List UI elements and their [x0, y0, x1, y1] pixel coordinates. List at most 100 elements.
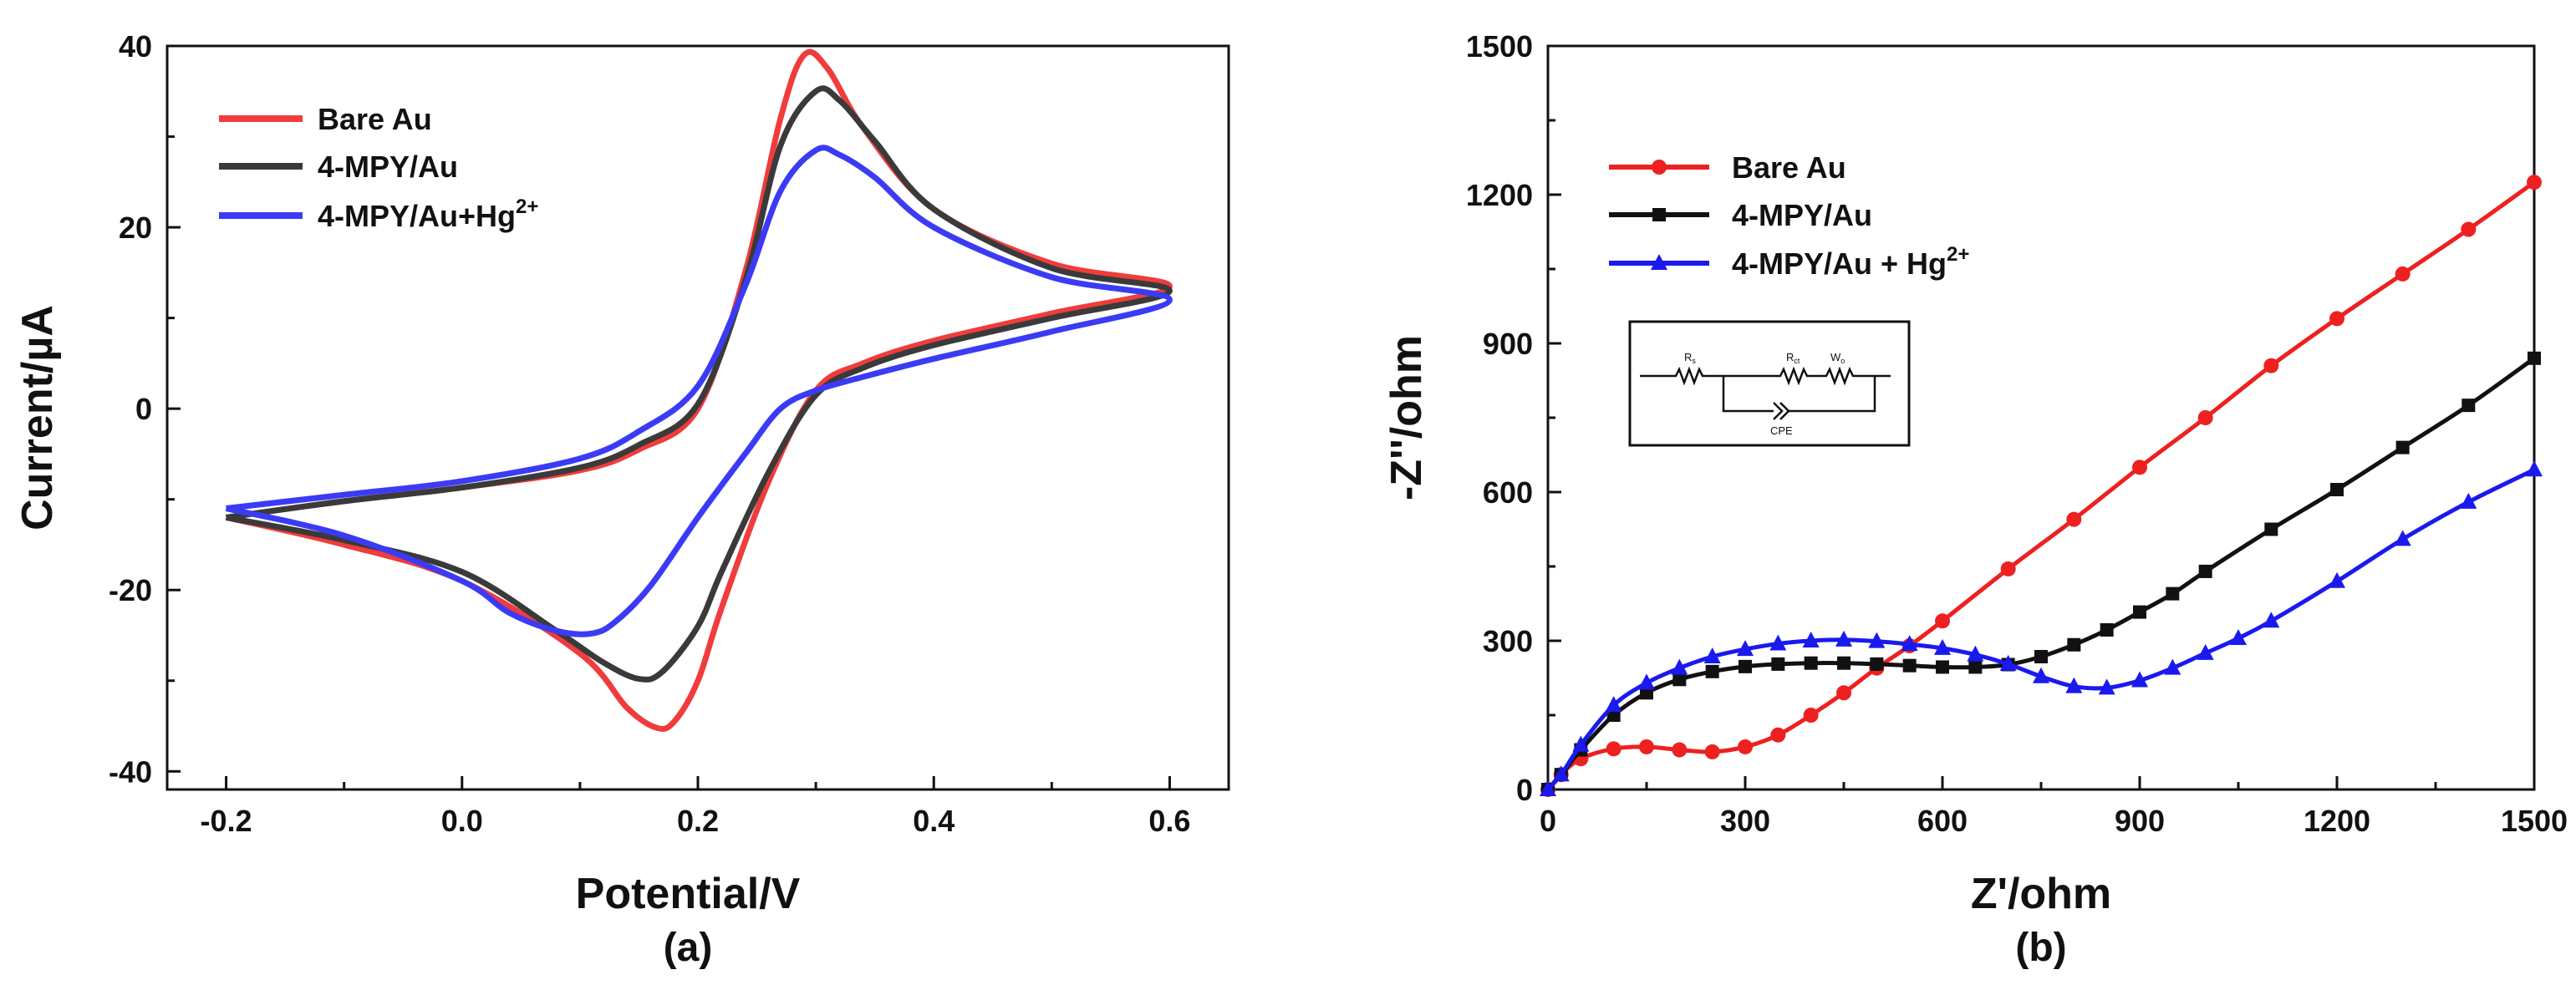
data-point-b-2	[1769, 634, 1787, 651]
data-point-b-1	[2264, 522, 2278, 536]
data-point-b-1	[1771, 657, 1785, 671]
data-point-b-0	[2000, 561, 2016, 576]
data-point-b-0	[1836, 685, 1851, 701]
data-point-b-1	[2067, 637, 2081, 652]
y-tick-label: 0	[1516, 773, 1533, 807]
data-point-b-1	[2034, 649, 2048, 663]
panel-b: 0 300 600 900 1200 1500 0 300 600 900 1200 1500 Bar…	[1382, 29, 2568, 970]
data-point-b-0	[2132, 459, 2147, 475]
legend-b-marker-2	[1651, 254, 1667, 270]
data-point-b-1	[2198, 564, 2212, 578]
data-point-b-2	[2197, 643, 2214, 660]
data-point-b-0	[1803, 708, 1819, 723]
data-point-b-2	[1572, 735, 1590, 752]
data-point-b-2	[2098, 678, 2115, 695]
x-tick-label: 0.4	[913, 804, 955, 838]
data-point-b-1	[1837, 656, 1851, 670]
data-point-b-2	[2394, 530, 2411, 546]
series-line-b-1	[1546, 356, 2536, 791]
data-point-b-1	[2330, 483, 2344, 497]
legend-b-marker-0	[1652, 160, 1667, 175]
legend-b-swatch-4mpy-hg	[1609, 254, 1709, 270]
panel-a-ticks: -0.2 0.0 0.2 0.4 0.6 -40 -20 0 20 40	[109, 29, 1190, 838]
series-line-a-2	[225, 145, 1173, 637]
inset-equivalent-circuit: Rs Rct Wo CPE	[1628, 320, 1911, 447]
data-point-b-2	[2329, 571, 2345, 588]
data-point-b-1	[1968, 660, 1983, 674]
inset-circuit-wire	[1640, 366, 1891, 386]
data-point-b-0	[1639, 739, 1654, 754]
data-point-b-1	[2528, 351, 2541, 365]
legend-a-label-4mpy-hg-sup: 2+	[516, 195, 538, 218]
data-point-b-2	[1835, 630, 1852, 647]
inset-label-rct-main: R	[1786, 351, 1794, 363]
data-point-b-1	[2166, 586, 2180, 601]
data-point-b-2	[2164, 658, 2181, 675]
legend-b-label-4mpy: 4-MPY/Au	[1732, 198, 1872, 232]
legend-a-label-bare-au: Bare Au	[318, 102, 432, 136]
data-point-b-2	[1737, 640, 1754, 657]
data-point-b-0	[1704, 744, 1720, 759]
series-line-b-0	[1546, 180, 2536, 791]
panel-a-legend: Bare Au 4-MPY/Au 4-MPY/Au+Hg2+	[219, 102, 538, 233]
legend-a-label-4mpy: 4-MPY/Au	[318, 150, 458, 184]
series-line-b-2	[1546, 468, 2536, 791]
x-tick-label: 1500	[2501, 804, 2568, 838]
x-tick-label: 0.2	[677, 804, 719, 838]
data-point-b-0	[2527, 175, 2542, 190]
inset-label-wo-main: W	[1830, 351, 1841, 363]
y-tick-label: 1500	[1466, 29, 1533, 63]
data-point-b-2	[2460, 492, 2477, 509]
inset-label-wo-sub: o	[1840, 357, 1845, 365]
x-tick-label: 0.6	[1148, 804, 1190, 838]
legend-b-label-4mpy-hg-text: 4-MPY/Au + Hg	[1732, 246, 1947, 281]
legend-a-label-4mpy-hg: 4-MPY/Au+Hg2+	[318, 195, 538, 233]
data-point-b-0	[2395, 266, 2411, 282]
legend-b-swatch-bare-au	[1609, 160, 1709, 175]
legend-b-swatch-4mpy	[1609, 208, 1709, 221]
data-point-b-1	[1705, 664, 1719, 678]
series-line-a-0	[225, 48, 1173, 732]
x-tick-label: 1200	[2304, 804, 2370, 838]
y-tick-label: -40	[109, 754, 152, 789]
data-point-b-1	[1739, 659, 1752, 673]
legend-b-label-4mpy-hg: 4-MPY/Au + Hg2+	[1732, 243, 1969, 281]
data-point-b-2	[1901, 635, 1918, 652]
data-point-b-1	[2133, 605, 2146, 619]
panel-b-legend: Bare Au 4-MPY/Au 4-MPY/Au + Hg2+	[1609, 150, 1969, 281]
panel-a-ylabel: Current/µA	[13, 305, 62, 531]
data-point-b-1	[2395, 440, 2410, 454]
data-point-b-2	[1868, 632, 1886, 648]
data-point-b-2	[1934, 638, 1951, 655]
data-point-b-0	[1672, 742, 1688, 758]
x-tick-label: 0	[1540, 804, 1556, 838]
panel-b-series-group	[1540, 175, 2543, 797]
legend-b-label-4mpy-hg-sup: 2+	[1947, 243, 1969, 266]
data-point-b-2	[1552, 765, 1570, 782]
panel-a-series-group	[225, 48, 1173, 732]
data-point-b-2	[2033, 667, 2049, 683]
data-point-b-0	[2197, 410, 2213, 425]
panel-a-xlabel: Potential/V	[576, 870, 801, 918]
data-point-b-2	[2065, 677, 2083, 693]
data-point-b-1	[1804, 656, 1818, 670]
data-point-b-2	[1703, 647, 1721, 663]
y-tick-label: 0	[135, 392, 152, 426]
data-point-b-2	[2526, 460, 2543, 477]
panel-b-xlabel: Z'/ohm	[1971, 870, 2111, 918]
data-point-b-1	[1902, 658, 1917, 673]
legend-a-label-4mpy-hg-text: 4-MPY/Au+Hg	[318, 199, 516, 233]
data-point-b-2	[2131, 671, 2148, 688]
data-point-b-2	[1605, 696, 1622, 713]
inset-frame	[1628, 320, 1911, 447]
x-tick-label: 300	[1720, 804, 1770, 838]
x-tick-label: -0.2	[201, 804, 252, 838]
panel-b-ticks: 0 300 600 900 1200 1500 0 300 600 900 1200 1500	[1466, 29, 2568, 838]
y-tick-label: 600	[1483, 475, 1533, 510]
panel-a-label: (a)	[664, 926, 713, 970]
data-point-b-2	[2263, 612, 2280, 628]
y-tick-label: 1200	[1466, 178, 1533, 212]
x-tick-label: 600	[1917, 804, 1968, 838]
data-point-b-2	[2230, 629, 2247, 646]
